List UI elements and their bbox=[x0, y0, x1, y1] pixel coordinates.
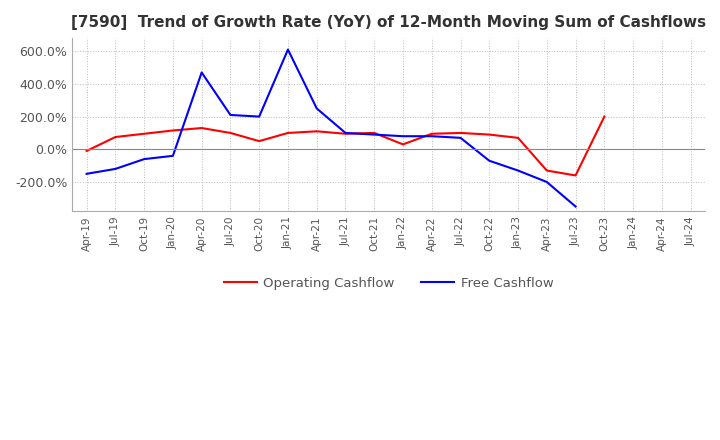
Operating Cashflow bbox=[428, 131, 436, 136]
Free Cashflow bbox=[542, 180, 551, 185]
Operating Cashflow bbox=[82, 148, 91, 154]
Free Cashflow bbox=[341, 130, 350, 136]
Free Cashflow bbox=[514, 168, 523, 173]
Operating Cashflow bbox=[197, 125, 206, 131]
Free Cashflow bbox=[428, 134, 436, 139]
Operating Cashflow bbox=[456, 130, 465, 136]
Free Cashflow bbox=[456, 135, 465, 140]
Free Cashflow bbox=[111, 166, 120, 172]
Operating Cashflow bbox=[399, 142, 408, 147]
Line: Free Cashflow: Free Cashflow bbox=[86, 50, 575, 206]
Operating Cashflow bbox=[542, 168, 551, 173]
Free Cashflow bbox=[168, 153, 177, 158]
Free Cashflow bbox=[370, 132, 379, 137]
Line: Operating Cashflow: Operating Cashflow bbox=[86, 117, 604, 176]
Operating Cashflow bbox=[571, 173, 580, 178]
Free Cashflow bbox=[197, 70, 206, 75]
Free Cashflow bbox=[485, 158, 494, 163]
Operating Cashflow bbox=[255, 139, 264, 144]
Free Cashflow bbox=[140, 157, 148, 162]
Free Cashflow bbox=[284, 47, 292, 52]
Operating Cashflow bbox=[341, 131, 350, 136]
Operating Cashflow bbox=[140, 131, 148, 136]
Free Cashflow bbox=[82, 171, 91, 176]
Operating Cashflow bbox=[312, 128, 321, 134]
Operating Cashflow bbox=[485, 132, 494, 137]
Operating Cashflow bbox=[600, 114, 608, 119]
Legend: Operating Cashflow, Free Cashflow: Operating Cashflow, Free Cashflow bbox=[218, 271, 559, 295]
Free Cashflow bbox=[226, 112, 235, 117]
Operating Cashflow bbox=[370, 130, 379, 136]
Free Cashflow bbox=[399, 134, 408, 139]
Free Cashflow bbox=[312, 106, 321, 111]
Free Cashflow bbox=[255, 114, 264, 119]
Operating Cashflow bbox=[284, 130, 292, 136]
Operating Cashflow bbox=[111, 134, 120, 139]
Free Cashflow bbox=[571, 204, 580, 209]
Operating Cashflow bbox=[226, 130, 235, 136]
Operating Cashflow bbox=[168, 128, 177, 133]
Title: [7590]  Trend of Growth Rate (YoY) of 12-Month Moving Sum of Cashflows: [7590] Trend of Growth Rate (YoY) of 12-… bbox=[71, 15, 706, 30]
Operating Cashflow bbox=[514, 135, 523, 140]
